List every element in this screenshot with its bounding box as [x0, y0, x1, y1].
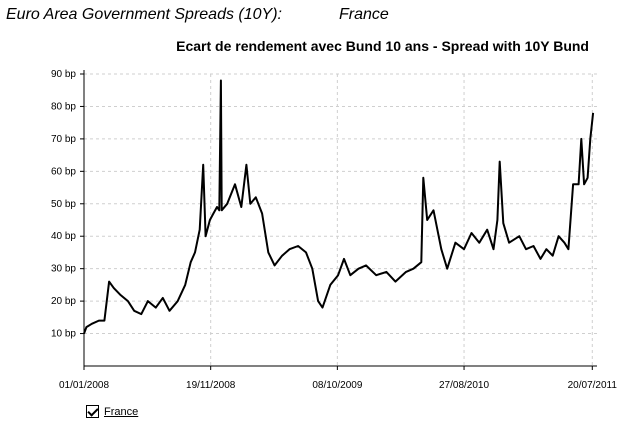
legend-label-france[interactable]: France [104, 405, 139, 418]
x-tick-label: 20/07/2011 [568, 380, 618, 391]
y-tick-label: 90 bp [51, 69, 76, 80]
chart-axes [80, 70, 597, 370]
y-tick-label: 30 bp [51, 264, 76, 275]
x-tick-label: 01/01/2008 [59, 380, 109, 391]
y-tick-label: 20 bp [51, 296, 76, 307]
x-tick-label: 08/10/2009 [312, 380, 362, 391]
grid-lines [83, 73, 597, 366]
tick-labels: 10 bp 20 bp 30 bp 40 bp 50 bp 60 bp 70 bp 80 bp… [51, 69, 617, 391]
y-tick-label: 80 bp [51, 101, 76, 112]
y-tick-label: 60 bp [51, 166, 76, 177]
series-line-france [83, 79, 595, 334]
y-tick-label: 40 bp [51, 231, 76, 242]
page-title: Euro Area Government Spreads (10Y): [6, 6, 282, 23]
legend: France [86, 405, 138, 418]
x-tick-label: 27/08/2010 [439, 380, 489, 391]
x-tick-label: 19/11/2008 [186, 380, 236, 391]
y-tick-label: 50 bp [51, 199, 76, 210]
series-layer [83, 79, 595, 334]
y-tick-label: 70 bp [51, 134, 76, 145]
country-name: France [339, 6, 389, 23]
y-tick-label: 10 bp [51, 329, 76, 340]
legend-checkbox-france[interactable] [86, 405, 99, 418]
chart-title: Ecart de rendement avec Bund 10 ans - Sp… [176, 38, 589, 54]
